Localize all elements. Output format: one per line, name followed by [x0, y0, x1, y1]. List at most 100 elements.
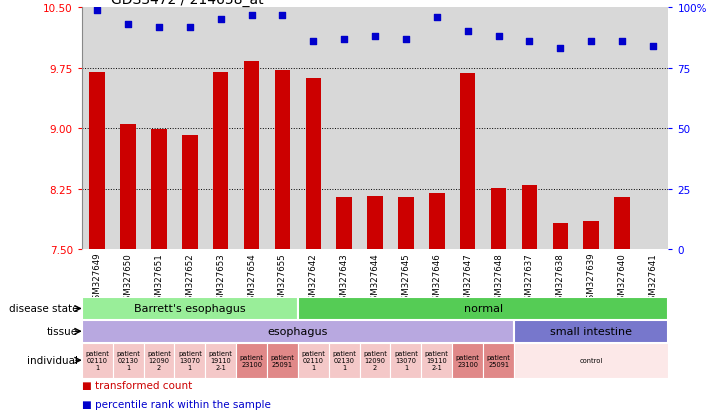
Bar — [82, 320, 514, 343]
Text: patient
12090
2: patient 12090 2 — [147, 350, 171, 370]
Point — [338, 36, 350, 43]
Text: GSM327645: GSM327645 — [402, 252, 410, 305]
Text: patient
25091: patient 25091 — [486, 354, 510, 367]
Point — [431, 14, 442, 21]
Point — [370, 34, 381, 40]
Bar — [398, 197, 414, 250]
Text: GSM327643: GSM327643 — [340, 252, 348, 305]
Bar — [90, 73, 105, 250]
Text: GSM327644: GSM327644 — [370, 252, 380, 305]
Text: GSM327654: GSM327654 — [247, 252, 256, 305]
Text: patient
13070
1: patient 13070 1 — [394, 350, 418, 370]
Bar — [491, 189, 506, 250]
Text: patient
19110
2-1: patient 19110 2-1 — [209, 350, 232, 370]
Bar — [298, 343, 328, 378]
Point — [616, 39, 628, 45]
Bar — [584, 222, 599, 250]
Bar — [460, 74, 476, 250]
Text: patient
02130
1: patient 02130 1 — [116, 350, 140, 370]
Bar — [514, 343, 668, 378]
Bar — [112, 343, 144, 378]
Text: patient
02110
1: patient 02110 1 — [301, 350, 325, 370]
Point — [184, 24, 196, 31]
Point — [585, 39, 597, 45]
Text: ■ percentile rank within the sample: ■ percentile rank within the sample — [82, 399, 271, 409]
Bar — [244, 62, 260, 250]
Bar — [368, 197, 383, 250]
Text: GSM327640: GSM327640 — [618, 252, 626, 305]
Bar — [552, 223, 568, 250]
Bar — [522, 185, 537, 250]
Text: GSM327653: GSM327653 — [216, 252, 225, 305]
Bar — [422, 343, 452, 378]
Point — [122, 22, 134, 28]
Point — [524, 39, 535, 45]
Bar — [274, 71, 290, 250]
Text: GSM327637: GSM327637 — [525, 252, 534, 305]
Bar — [328, 343, 360, 378]
Bar — [614, 197, 630, 250]
Bar — [151, 130, 166, 250]
Text: small intestine: small intestine — [550, 326, 632, 337]
Point — [92, 7, 103, 14]
Text: ■ transformed count: ■ transformed count — [82, 380, 192, 390]
Bar — [483, 343, 514, 378]
Text: patient
23100: patient 23100 — [456, 354, 480, 367]
Text: patient
12090
2: patient 12090 2 — [363, 350, 387, 370]
Bar — [82, 297, 298, 320]
Bar — [298, 297, 668, 320]
Bar — [82, 343, 112, 378]
Bar — [267, 343, 298, 378]
Bar — [174, 343, 205, 378]
Text: patient
25091: patient 25091 — [270, 354, 294, 367]
Text: normal: normal — [464, 304, 503, 314]
Bar — [390, 343, 422, 378]
Bar — [144, 343, 174, 378]
Text: GSM327646: GSM327646 — [432, 252, 442, 305]
Text: patient
13070
1: patient 13070 1 — [178, 350, 202, 370]
Text: tissue: tissue — [47, 326, 78, 337]
Text: GSM327639: GSM327639 — [587, 252, 596, 305]
Text: GSM327642: GSM327642 — [309, 252, 318, 305]
Bar — [514, 320, 668, 343]
Point — [400, 36, 412, 43]
Text: patient
02130
1: patient 02130 1 — [332, 350, 356, 370]
Point — [246, 12, 257, 19]
Bar — [213, 73, 228, 250]
Bar — [452, 343, 483, 378]
Text: patient
02110
1: patient 02110 1 — [85, 350, 109, 370]
Bar — [182, 135, 198, 250]
Point — [308, 39, 319, 45]
Bar — [360, 343, 390, 378]
Text: control: control — [579, 357, 603, 363]
Text: individual: individual — [27, 355, 78, 366]
Text: GDS3472 / 214658_at: GDS3472 / 214658_at — [111, 0, 264, 7]
Text: GSM327652: GSM327652 — [186, 252, 194, 305]
Bar — [429, 194, 444, 250]
Point — [462, 29, 474, 36]
Bar — [306, 78, 321, 250]
Bar — [120, 125, 136, 250]
Text: GSM327650: GSM327650 — [124, 252, 132, 305]
Point — [555, 46, 566, 52]
Point — [493, 34, 504, 40]
Text: GSM327651: GSM327651 — [154, 252, 164, 305]
Point — [215, 17, 226, 24]
Text: esophagus: esophagus — [267, 326, 328, 337]
Text: GSM327647: GSM327647 — [463, 252, 472, 305]
Bar — [205, 343, 236, 378]
Text: GSM327649: GSM327649 — [92, 252, 102, 305]
Point — [277, 12, 288, 19]
Text: patient
19110
2-1: patient 19110 2-1 — [425, 350, 449, 370]
Text: disease state: disease state — [9, 304, 78, 314]
Text: GSM327648: GSM327648 — [494, 252, 503, 305]
Point — [154, 24, 165, 31]
Text: patient
23100: patient 23100 — [240, 354, 264, 367]
Text: GSM327655: GSM327655 — [278, 252, 287, 305]
Text: GSM327641: GSM327641 — [648, 252, 658, 305]
Point — [647, 44, 658, 50]
Text: Barrett's esophagus: Barrett's esophagus — [134, 304, 245, 314]
Bar — [336, 197, 352, 250]
Bar — [236, 343, 267, 378]
Text: GSM327638: GSM327638 — [556, 252, 565, 305]
